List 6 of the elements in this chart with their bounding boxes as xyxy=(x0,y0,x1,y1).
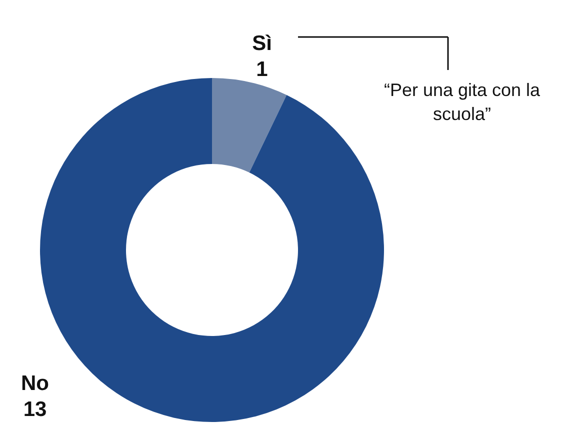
text: “Per una gita con la scuola” xyxy=(384,80,542,124)
data-label: 1 xyxy=(256,58,268,81)
data-label: 13 xyxy=(23,398,47,421)
slice-label: No xyxy=(21,372,49,395)
slice-label: Sì xyxy=(252,32,272,55)
donut-slice xyxy=(212,78,287,173)
